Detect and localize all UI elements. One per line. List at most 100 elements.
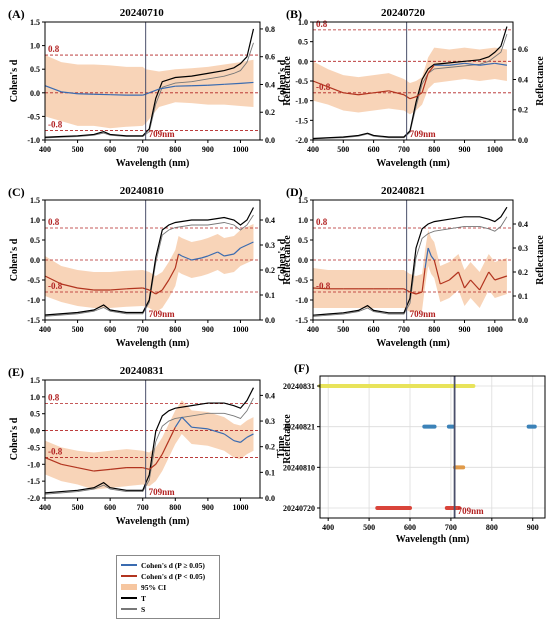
y-tick-label-right: 0.1	[265, 291, 275, 300]
y-tick-label-left: -0.5	[27, 276, 40, 285]
y-tick-label-right: 0.6	[265, 53, 275, 62]
y-axis-label-right: Reflectance	[535, 235, 546, 285]
y-tick-label-right: 0.0	[518, 316, 528, 325]
y-tick-label-left: -2.0	[27, 494, 40, 503]
y-tick-label-left: -1.0	[295, 296, 308, 305]
x-tick-label: 500	[72, 325, 84, 334]
x-tick-label: 1000	[232, 145, 248, 154]
x-tick-label: 1000	[232, 503, 248, 512]
y-tick-label-right: 0.0	[265, 494, 275, 503]
y-tick-label-left: 1.0	[30, 42, 40, 51]
y-tick-label-left: 0.5	[298, 236, 308, 245]
legend-label-s: S	[141, 605, 145, 614]
legend-label-ci: 95% CI	[141, 583, 166, 592]
y-tick-label-right: 0.4	[265, 80, 275, 89]
y-tick-label-right: 0.4	[265, 216, 275, 225]
threshold-label-neg: -0.8	[316, 281, 331, 291]
y-tick-label-left: 0.0	[298, 256, 308, 265]
marker-label-709: 709nm	[149, 487, 176, 497]
x-tick-label: 600	[104, 145, 116, 154]
x-tick-label: 700	[445, 523, 457, 532]
legend-item-s: S	[121, 604, 145, 614]
legend-swatch-sig	[121, 575, 137, 577]
y-tick-label-left: -2.0	[295, 136, 308, 145]
x-axis-label: Wavelength (nm)	[116, 338, 190, 349]
x-tick-label: 600	[368, 325, 380, 334]
y-tick-label-right: 0.2	[518, 106, 528, 115]
legend-item-t: T	[121, 593, 146, 603]
x-tick-label: 800	[428, 325, 440, 334]
y-tick-label-left: 0.5	[30, 410, 40, 419]
y-tick-label-left: 0.0	[30, 427, 40, 436]
y-tick-label-right: 0.2	[265, 443, 275, 452]
x-tick-label: 900	[459, 145, 471, 154]
x-tick-label: 700	[398, 325, 410, 334]
x-axis-label: Wavelength (nm)	[116, 516, 190, 527]
y-tick-label-left: 0.5	[298, 38, 308, 47]
x-tick-label: 400	[39, 145, 51, 154]
x-tick-label: 900	[202, 325, 214, 334]
y-axis-label-left: Cohen's d	[9, 417, 20, 460]
y-tick-label-left: 1.0	[30, 216, 40, 225]
y-tick-label-right: 0.2	[265, 108, 275, 117]
y-tick-label-left: 0.0	[298, 57, 308, 66]
y-tick-label-left: 1.5	[30, 18, 40, 27]
x-tick-label: 800	[428, 145, 440, 154]
y-axis-label-left: Cohen's d	[277, 238, 288, 281]
y-tick-label-left: 0.0	[30, 256, 40, 265]
marker-label-709: 709nm	[149, 129, 176, 139]
panel-letter: (D)	[286, 185, 303, 199]
marker-label-709: 709nm	[410, 309, 437, 319]
legend-label-ns: Cohen's d (P ≥ 0.05)	[141, 561, 205, 570]
x-tick-label: 900	[202, 145, 214, 154]
x-tick-label: 400	[39, 503, 51, 512]
y-tick-label-right: 0.1	[518, 292, 528, 301]
x-axis-label: Wavelength (nm)	[396, 534, 470, 545]
threshold-label-pos: 0.8	[48, 393, 60, 403]
y-tick-label-left: 0.5	[30, 65, 40, 74]
y-tick-label-left: -1.0	[27, 136, 40, 145]
y-tick-label-left: -1.0	[27, 460, 40, 469]
panel-letter: (A)	[8, 7, 25, 21]
y-tick-label-left: 1.0	[30, 393, 40, 402]
y-tick-label-right: 0.1	[265, 468, 275, 477]
plot-frame	[320, 376, 545, 518]
y-tick-label-right: 0.3	[265, 241, 275, 250]
x-tick-label: 900	[202, 503, 214, 512]
x-tick-label: 700	[398, 145, 410, 154]
legend-item-ns: Cohen's d (P ≥ 0.05)	[121, 560, 205, 570]
threshold-label-pos: 0.8	[316, 217, 328, 227]
y-tick-label-right: 0.4	[518, 75, 528, 84]
x-tick-label: 800	[169, 145, 181, 154]
x-tick-label: 500	[72, 503, 84, 512]
x-tick-label: 1000	[487, 325, 503, 334]
y-tick-label-right: 0.2	[265, 266, 275, 275]
y-tick-label-left: -1.5	[295, 116, 308, 125]
x-tick-label: 500	[363, 523, 375, 532]
panel-title: 20240831	[120, 365, 164, 377]
x-tick-label: 400	[322, 523, 334, 532]
marker-label-709: 709nm	[149, 309, 176, 319]
marker-label-709: 709nm	[458, 506, 485, 516]
y-axis-label-left: Cohen's d	[9, 59, 20, 102]
x-axis-label: Wavelength (nm)	[376, 158, 450, 169]
y-axis-label-left: Cohen's d	[9, 238, 20, 281]
panel-letter: (B)	[286, 7, 302, 21]
y-tick-label-right: 0.0	[265, 136, 275, 145]
threshold-label-pos: 0.8	[48, 44, 60, 54]
x-tick-label: 700	[137, 503, 149, 512]
x-tick-label: 1000	[487, 145, 503, 154]
x-tick-label: 900	[459, 325, 471, 334]
legend-swatch-s	[121, 608, 137, 610]
legend-label-t: T	[141, 594, 146, 603]
y-tick-label-left: 1.0	[298, 216, 308, 225]
y-tick-label-right: 0.0	[518, 136, 528, 145]
x-tick-label: 400	[39, 325, 51, 334]
legend-swatch-t	[121, 597, 137, 599]
x-tick-label: 700	[137, 325, 149, 334]
